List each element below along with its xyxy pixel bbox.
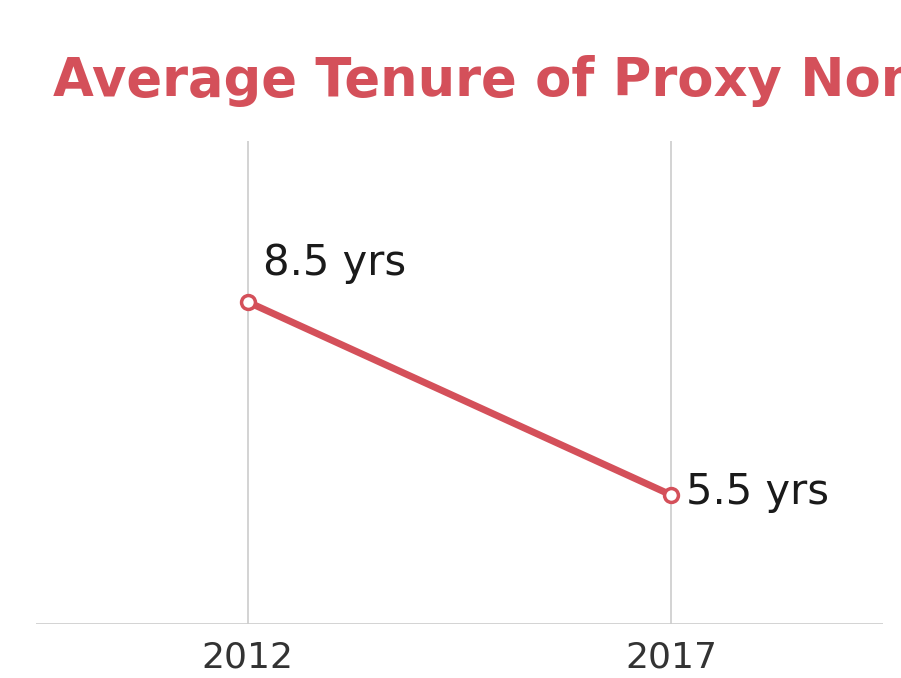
Text: 5.5 yrs: 5.5 yrs	[687, 471, 830, 513]
Text: 8.5 yrs: 8.5 yrs	[263, 242, 406, 284]
Text: Average Tenure of Proxy Nominees: Average Tenure of Proxy Nominees	[53, 55, 901, 106]
